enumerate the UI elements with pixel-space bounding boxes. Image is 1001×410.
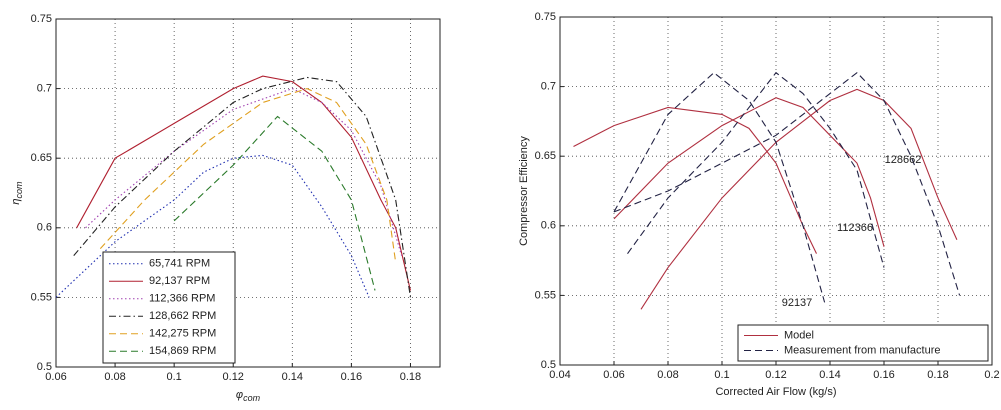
x-tick-label: 0.18	[927, 369, 948, 381]
y-tick-label: 0.6	[541, 220, 556, 232]
legend-label: 154,869 RPM	[149, 345, 216, 357]
x-tick-label: 0.04	[549, 369, 570, 381]
series-line	[173, 115, 376, 291]
x-tick-label: 0.2	[984, 369, 999, 381]
x-axis-label: φcom	[236, 389, 261, 403]
x-tick-label: 0.16	[341, 371, 362, 383]
x-tick-label: 0.1	[714, 369, 729, 381]
annotation: 112366	[837, 222, 873, 234]
legend-label: 92,137 RPM	[149, 275, 210, 287]
legend-label: 112,366 RPM	[149, 293, 215, 305]
y-tick-label: 0.65	[535, 150, 556, 162]
x-tick-label: 0.14	[819, 369, 840, 381]
legend-label: Measurement from manufacture	[784, 344, 941, 356]
y-axis-label: Compressor Efficiency	[518, 136, 530, 246]
y-tick-label: 0.5	[541, 359, 556, 371]
series-line	[99, 88, 397, 263]
x-tick-label: 0.14	[282, 371, 303, 383]
y-tick-label: 0.75	[31, 13, 52, 25]
series-curve	[613, 97, 885, 247]
x-tick-label: 0.06	[45, 371, 66, 383]
x-axis-label-sub: com	[243, 393, 261, 403]
y-tick-label: 0.5	[37, 361, 52, 373]
y-axis-label-sub: com	[14, 181, 24, 199]
y-tick-label: 0.6	[37, 222, 52, 234]
y-tick-label: 0.7	[37, 83, 52, 95]
legend-box	[737, 324, 989, 362]
y-tick-label: 0.55	[31, 291, 52, 303]
y-tick-label: 0.75	[535, 11, 556, 23]
x-axis-label: Corrected Air Flow (kg/s)	[715, 386, 836, 398]
legend-label: 142,275 RPM	[149, 328, 216, 340]
series-curve	[613, 71, 961, 296]
y-axis-label: ηcom	[10, 181, 24, 205]
plot-frame	[559, 16, 993, 366]
legend-label: 128,662 RPM	[149, 310, 216, 322]
x-tick-label: 0.08	[657, 369, 678, 381]
series-line	[85, 88, 403, 256]
plot-area	[560, 17, 992, 365]
series-line	[73, 76, 412, 298]
y-tick-label: 0.55	[535, 289, 556, 301]
series-line	[55, 154, 370, 298]
y-tick-label: 0.65	[31, 152, 52, 164]
series-curve	[627, 71, 885, 268]
x-tick-label: 0.12	[223, 371, 244, 383]
x-tick-label: 0.18	[400, 371, 421, 383]
x-tick-label: 0.16	[873, 369, 894, 381]
annotation: 128662	[885, 154, 922, 166]
x-tick-label: 0.08	[104, 371, 125, 383]
legend-box	[102, 251, 236, 364]
plot-frame	[55, 18, 441, 368]
y-axis-label-main: η	[10, 198, 22, 204]
x-tick-label: 0.12	[765, 369, 786, 381]
x-tick-label: 0.06	[603, 369, 624, 381]
x-axis-label-main: φ	[236, 389, 243, 401]
series-curve	[640, 88, 958, 310]
legend-label: Model	[784, 329, 814, 341]
legend-label: 65,741 RPM	[149, 258, 210, 270]
x-tick-label: 0.1	[167, 371, 182, 383]
series-curve	[613, 71, 826, 303]
series-curve	[573, 106, 817, 254]
annotation: 92137	[782, 297, 813, 309]
series-line	[76, 75, 411, 291]
y-tick-label: 0.7	[541, 81, 556, 93]
